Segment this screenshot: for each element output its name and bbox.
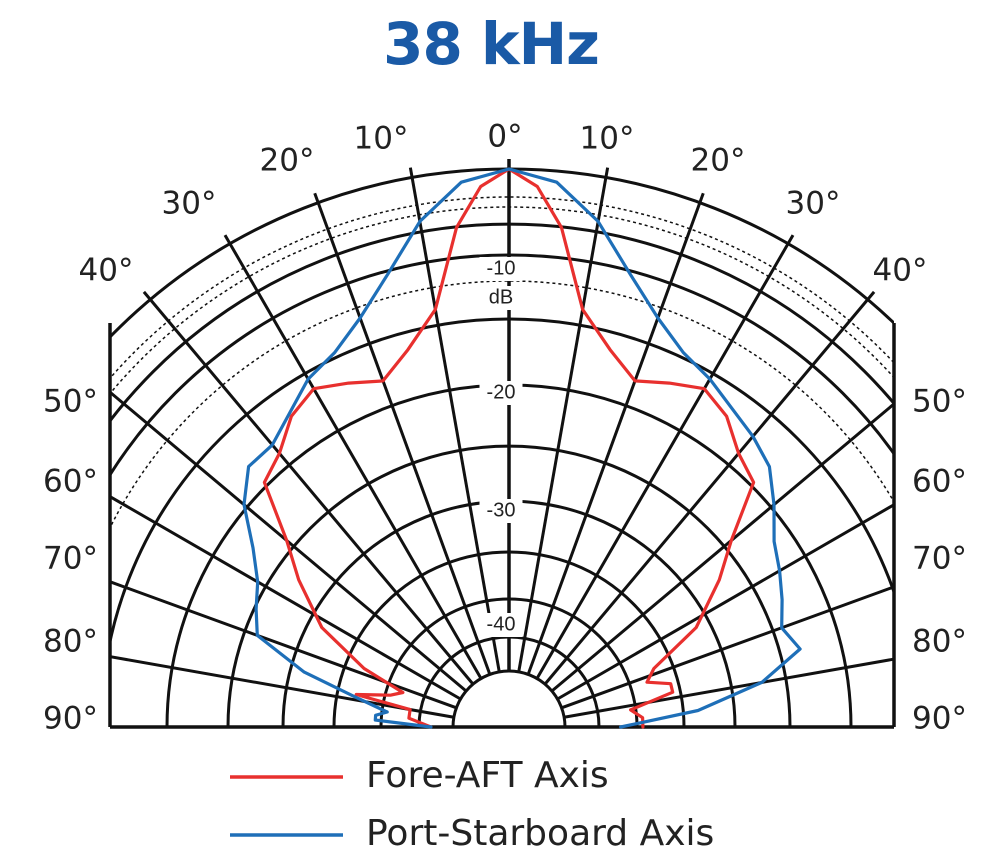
grid-spoke xyxy=(550,401,894,693)
legend-label-0: Fore-AFT Axis xyxy=(366,755,609,796)
grid-spoke xyxy=(142,290,475,686)
angle-label-right-side: 60° xyxy=(912,464,967,500)
grid-spoke xyxy=(561,585,894,710)
angle-label-left-side: 70° xyxy=(43,541,98,577)
grid-spoke xyxy=(110,580,457,710)
polar-grid xyxy=(108,159,896,729)
grid-spoke xyxy=(526,192,705,675)
angle-label-right-side: 90° xyxy=(912,701,967,737)
grid-clipped xyxy=(110,159,894,728)
radial-label-bg xyxy=(479,257,523,281)
angle-label-right-side: 80° xyxy=(912,624,967,660)
grid-spoke xyxy=(110,494,462,701)
angle-label-left-side: 90° xyxy=(43,701,98,737)
radial-label: -20 xyxy=(487,381,516,403)
angle-label-left: 30° xyxy=(162,186,217,222)
angle-label-left-side: 60° xyxy=(43,464,98,500)
radial-label: -40 xyxy=(487,613,516,635)
grid-spoke xyxy=(535,234,795,680)
radial-label: -30 xyxy=(487,499,516,521)
grid-spoke xyxy=(517,167,610,673)
series-line-1 xyxy=(242,167,802,729)
angle-label-right-side: 70° xyxy=(912,541,967,577)
tick-labels: 10° 20° 30° 40° 10° 20° 30° 40° 0° 50° 60° 70° 80° 90… xyxy=(43,119,967,737)
angle-label-right: 30° xyxy=(786,186,841,222)
angle-label-left-side: 80° xyxy=(43,624,98,660)
grid-spoke xyxy=(313,192,492,675)
grid-arc xyxy=(451,669,567,728)
radial-label-bg xyxy=(479,381,523,405)
grid-spoke xyxy=(543,290,876,686)
legend: Fore-AFT Axis Port-Starboard Axis xyxy=(230,755,714,854)
angle-label-zero: 0° xyxy=(487,119,522,155)
chart-title: 38 kHz xyxy=(383,10,600,78)
angle-label-right: 10° xyxy=(580,121,635,157)
radial-label-bg xyxy=(479,499,523,523)
grid-spoke xyxy=(223,234,483,680)
angle-label-left: 10° xyxy=(354,121,409,157)
grid-spoke xyxy=(110,390,468,693)
angle-label-right: 40° xyxy=(873,253,928,289)
radial-label-bg xyxy=(479,613,523,637)
radial-label: -10 xyxy=(487,257,516,279)
legend-label-1: Port-Starboard Axis xyxy=(366,813,714,854)
angle-label-left: 20° xyxy=(260,143,315,179)
angle-label-right: 20° xyxy=(691,143,746,179)
series-layer xyxy=(242,167,802,729)
radial-label-bg xyxy=(485,286,517,310)
angle-label-left-side: 50° xyxy=(43,384,98,420)
radial-label: dB xyxy=(489,286,513,308)
angle-label-right-side: 50° xyxy=(912,384,967,420)
grid-spoke xyxy=(408,167,501,673)
angle-label-left: 40° xyxy=(79,253,134,289)
